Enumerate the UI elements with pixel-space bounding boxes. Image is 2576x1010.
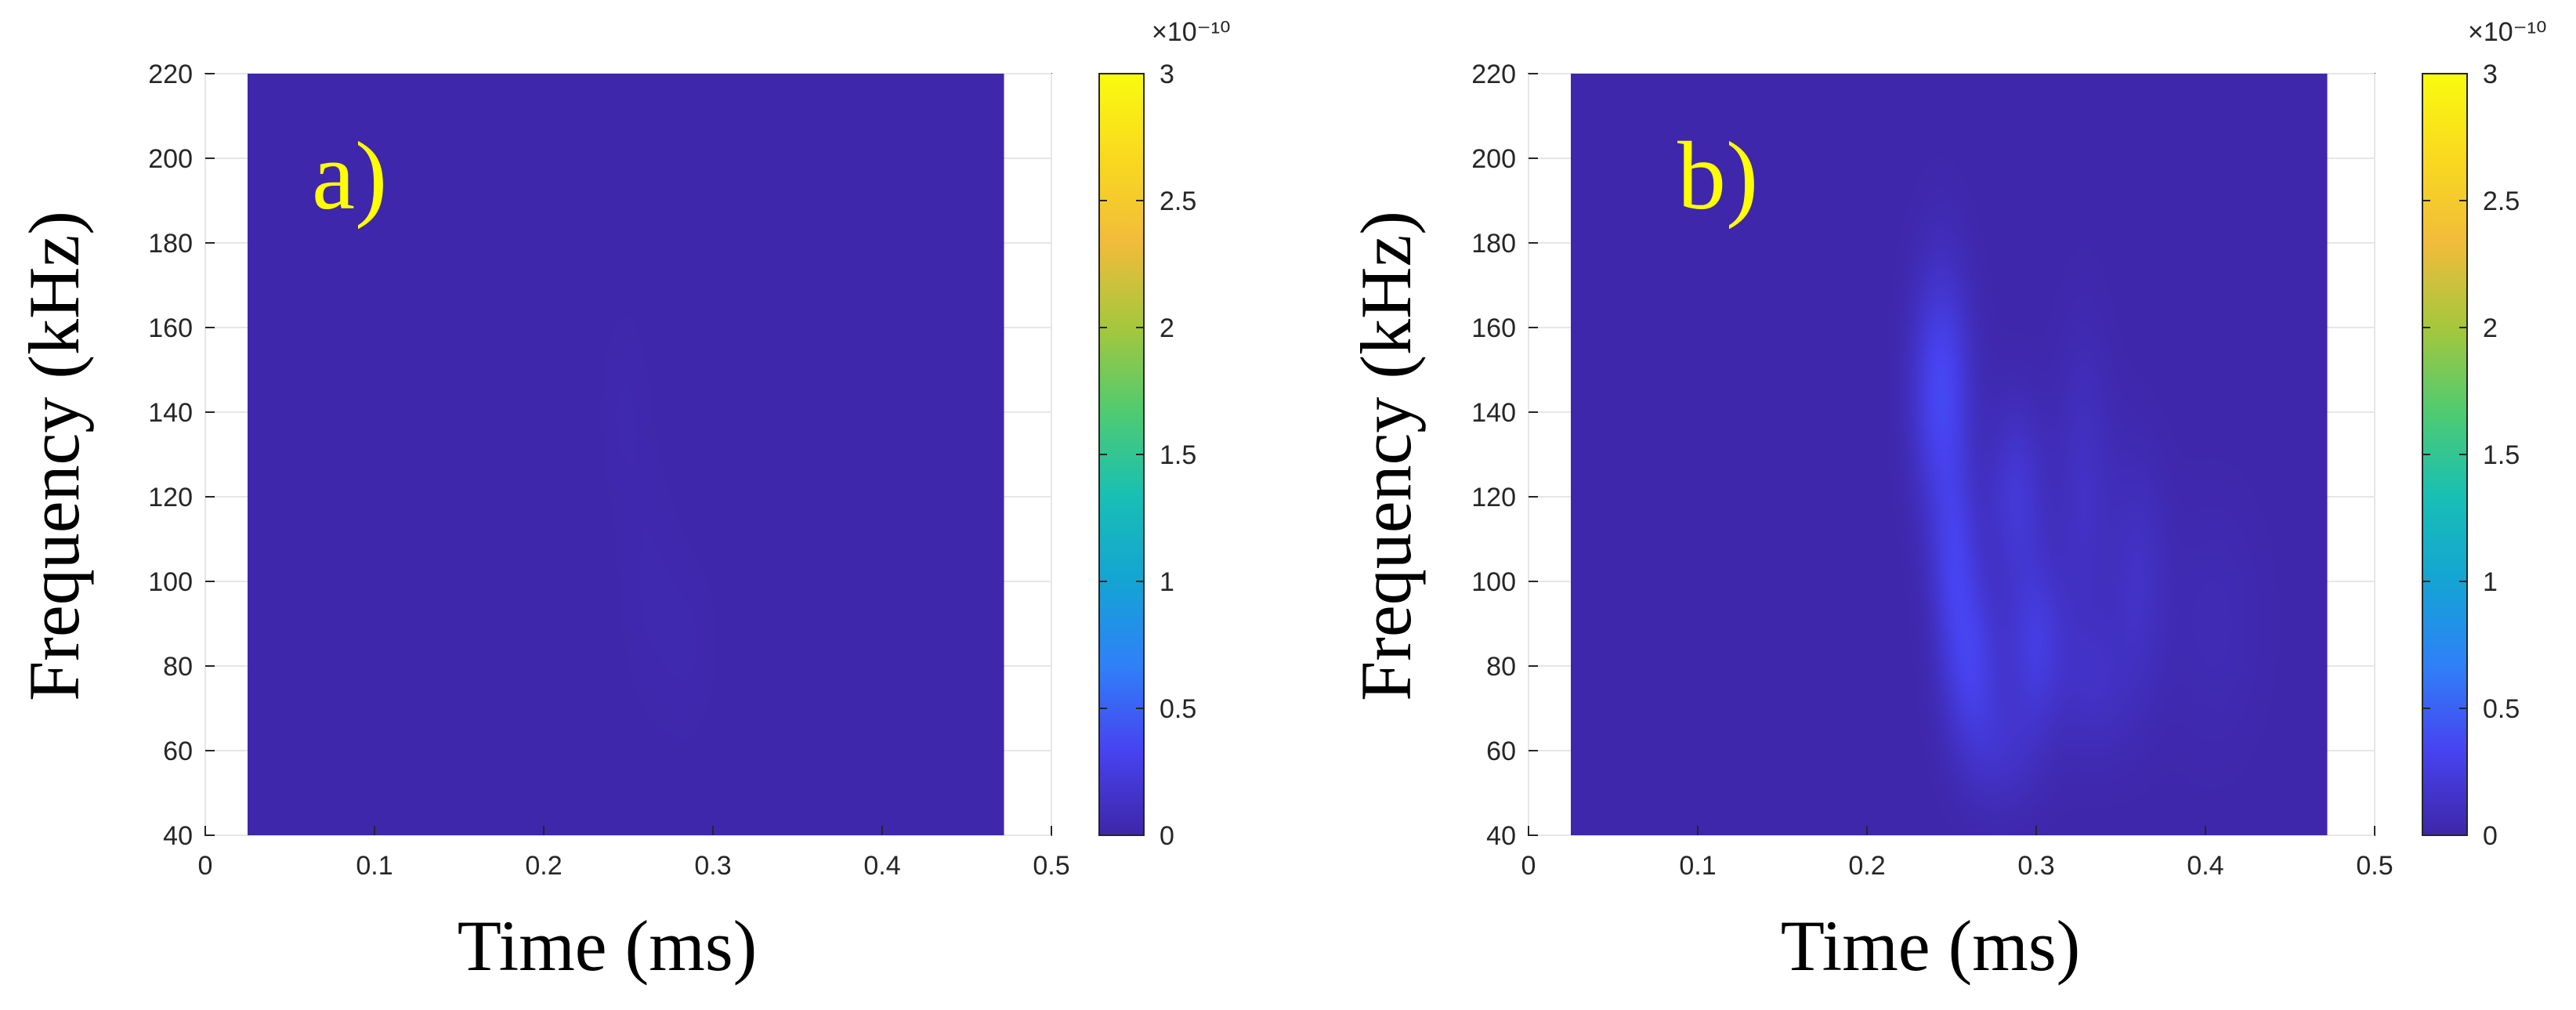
x-tick-label: 0.3 — [694, 851, 731, 881]
colorbar-tick-label: 0 — [1160, 821, 1174, 851]
x-tick-label: 0.1 — [1679, 851, 1716, 881]
x-tick-label: 0 — [198, 851, 213, 881]
y-tick-label: 80 — [1486, 652, 1516, 682]
x-tick-label: 0.2 — [525, 851, 562, 881]
colorbar-tick-label: 1.5 — [2483, 440, 2520, 470]
colorbar-tick-label: 0.5 — [1160, 694, 1196, 724]
y-tick-label: 100 — [148, 567, 193, 597]
panel-a: 0 0.1 0.2 0.3 0.4 0.5406080100120140160180200… — [14, 17, 1231, 986]
y-tick-label: 60 — [1486, 737, 1516, 766]
y-tick-label: 80 — [163, 652, 193, 682]
colorbar-tick-label: 2 — [2483, 313, 2498, 343]
x-tick-label: 0.4 — [863, 851, 900, 881]
x-tick-label: 0.2 — [1848, 851, 1885, 881]
heatmap-image — [248, 74, 1004, 835]
y-tick-label: 180 — [148, 229, 193, 259]
colorbar-tick-label: 2 — [1160, 313, 1174, 343]
x-tick-label: 0.4 — [2187, 851, 2223, 881]
x-tick-label: 0.3 — [2017, 851, 2054, 881]
panel-label: b) — [1677, 122, 1758, 230]
y-axis-label: Frequency (kHz) — [1346, 211, 1426, 701]
y-tick-label: 200 — [148, 144, 193, 174]
x-axis-label: Time (ms) — [458, 906, 758, 986]
x-tick-label: 0.5 — [1033, 851, 1069, 881]
y-tick-label: 120 — [1471, 483, 1516, 512]
colorbar-tick-label: 3 — [2483, 60, 2498, 89]
y-tick-label: 180 — [1471, 229, 1516, 259]
y-tick-label: 200 — [1471, 144, 1516, 174]
panel-label: a) — [312, 122, 387, 230]
colorbar-tick-label: 1 — [2483, 567, 2498, 597]
y-tick-label: 220 — [1471, 60, 1516, 89]
axis-ticks: 0 0.1 0.2 0.3 0.4 0.5 40 60 80 100 120 140 160 180 200… — [148, 60, 1069, 881]
axis-ticks: 0 0.1 0.2 0.3 0.4 0.5 40 60 80 100 120 140 160 180 200… — [1471, 60, 2393, 881]
y-axis-label: Frequency (kHz) — [14, 211, 94, 701]
colorbar-exponent-label: ×10⁻¹⁰ — [2468, 17, 2547, 47]
colorbar-tick-label: 0.5 — [2483, 694, 2520, 724]
colorbar: 0 0.5 1 1.5 2 2.5 3 ×10⁻¹⁰ — [1098, 17, 1231, 851]
colorbar-tick-label: 0 — [2483, 821, 2498, 851]
colorbar-tick-label: 2.5 — [1160, 186, 1196, 216]
y-tick-label: 100 — [1471, 567, 1516, 597]
x-tick-label: 0 — [1521, 851, 1536, 881]
colorbar-exponent-label: ×10⁻¹⁰ — [1152, 17, 1231, 47]
colorbar: 0 0.5 1 1.5 2 2.5 3 ×10⁻¹⁰ — [2422, 17, 2547, 851]
y-tick-label: 40 — [163, 821, 193, 851]
panel-b: 0 0.1 0.2 0.3 0.4 0.5406080100120140160180200… — [1346, 17, 2547, 986]
y-tick-label: 140 — [148, 398, 193, 428]
y-tick-label: 60 — [163, 737, 193, 766]
y-tick-label: 140 — [1471, 398, 1516, 428]
colorbar-tick-label: 2.5 — [2483, 186, 2520, 216]
colorbar-tick-label: 1 — [1160, 567, 1174, 597]
x-tick-label: 0.5 — [2356, 851, 2393, 881]
y-tick-label: 160 — [148, 313, 193, 343]
y-tick-label: 40 — [1486, 821, 1516, 851]
y-tick-label: 120 — [148, 483, 193, 512]
y-tick-label: 160 — [1471, 313, 1516, 343]
heatmap-image — [1571, 74, 2328, 835]
y-tick-label: 220 — [148, 60, 193, 89]
x-tick-label: 0.1 — [356, 851, 393, 881]
x-axis-label: Time (ms) — [1781, 906, 2081, 986]
colorbar-tick-label: 3 — [1160, 60, 1174, 89]
colorbar-tick-label: 1.5 — [1160, 440, 1196, 470]
